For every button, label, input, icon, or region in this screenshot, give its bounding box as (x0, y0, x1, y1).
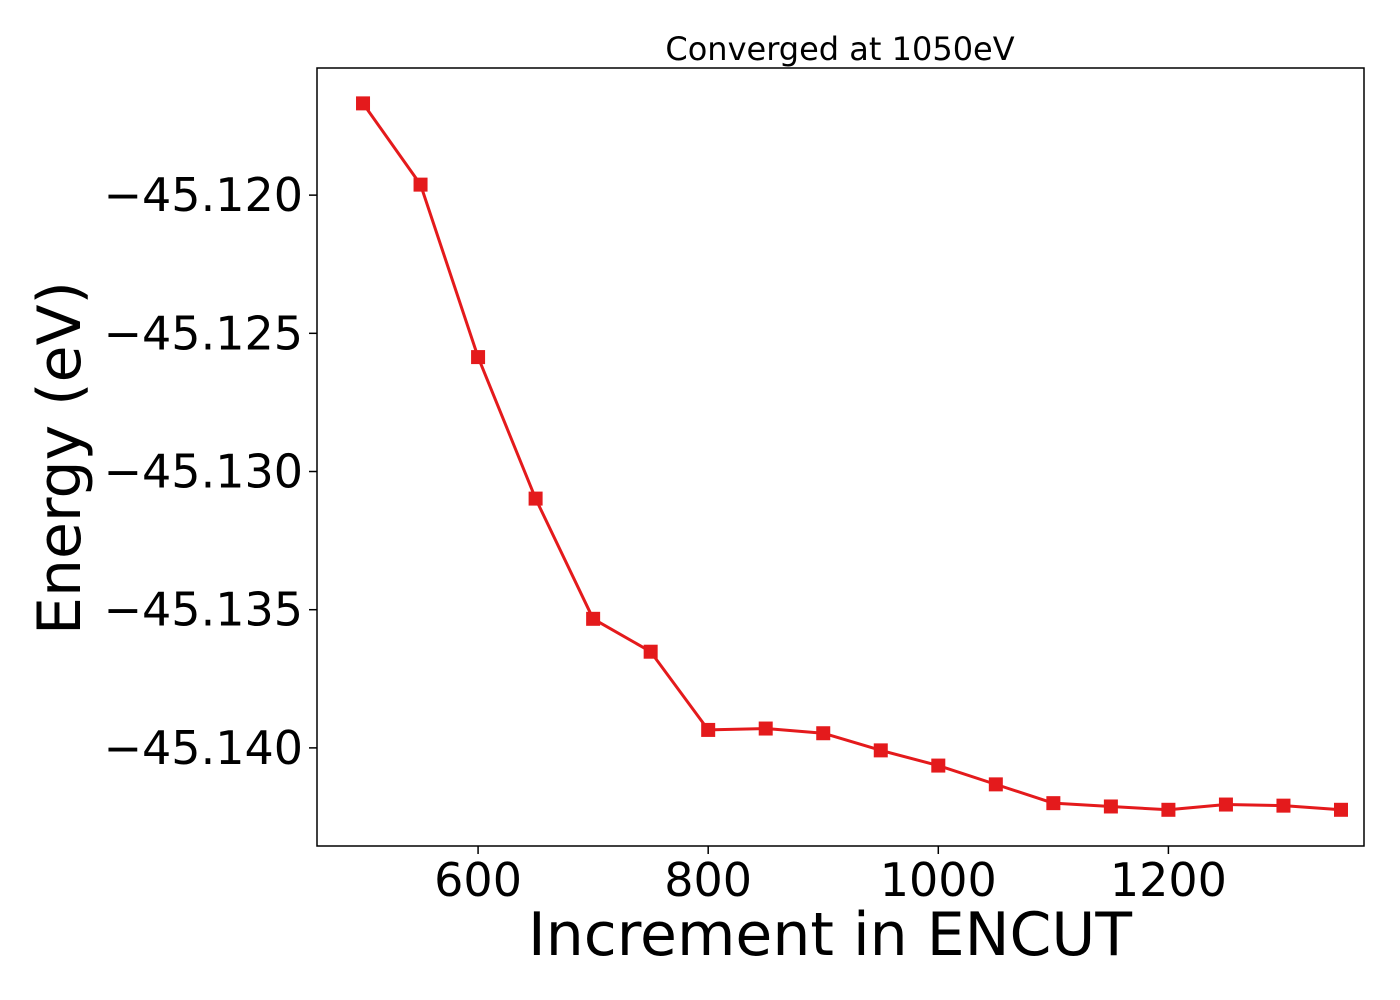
data-point (931, 758, 946, 773)
data-point (1161, 802, 1176, 817)
data-point (758, 721, 773, 736)
chart-title: Converged at 1050eV (665, 30, 1014, 68)
data-point (988, 777, 1003, 792)
y-tick-label: −45.125 (104, 306, 304, 360)
y-tick-label: −45.140 (104, 721, 304, 775)
data-point (701, 722, 716, 737)
y-tick-label: −45.135 (104, 583, 304, 637)
x-tick-label: 600 (434, 853, 522, 907)
data-point (528, 491, 543, 506)
data-point (471, 350, 486, 365)
data-point (643, 644, 658, 659)
data-point (413, 177, 428, 192)
y-axis-label: Energy (eV) (25, 281, 95, 635)
data-point (1046, 796, 1061, 811)
plot-area (356, 96, 1348, 817)
y-tick-label: −45.120 (104, 168, 304, 222)
data-point (356, 96, 371, 111)
plot-frame (316, 67, 1365, 847)
x-axis-label: Increment in ENCUT (528, 900, 1132, 970)
y-axis: −45.120 −45.125 −45.130 −45.135 −45.140 (104, 168, 317, 775)
data-point (816, 726, 831, 741)
x-axis: 600 800 1000 1200 (434, 846, 1227, 907)
data-point (586, 611, 601, 626)
data-point (873, 743, 888, 758)
data-point (1333, 802, 1348, 817)
series-line (361, 102, 1342, 812)
data-point (1218, 797, 1233, 812)
x-tick-label: 800 (664, 853, 752, 907)
x-tick-label: 1200 (1110, 853, 1227, 907)
y-tick-label: −45.130 (104, 445, 304, 499)
data-point (1103, 799, 1118, 814)
data-point (1276, 798, 1291, 813)
x-tick-label: 1000 (880, 853, 997, 907)
